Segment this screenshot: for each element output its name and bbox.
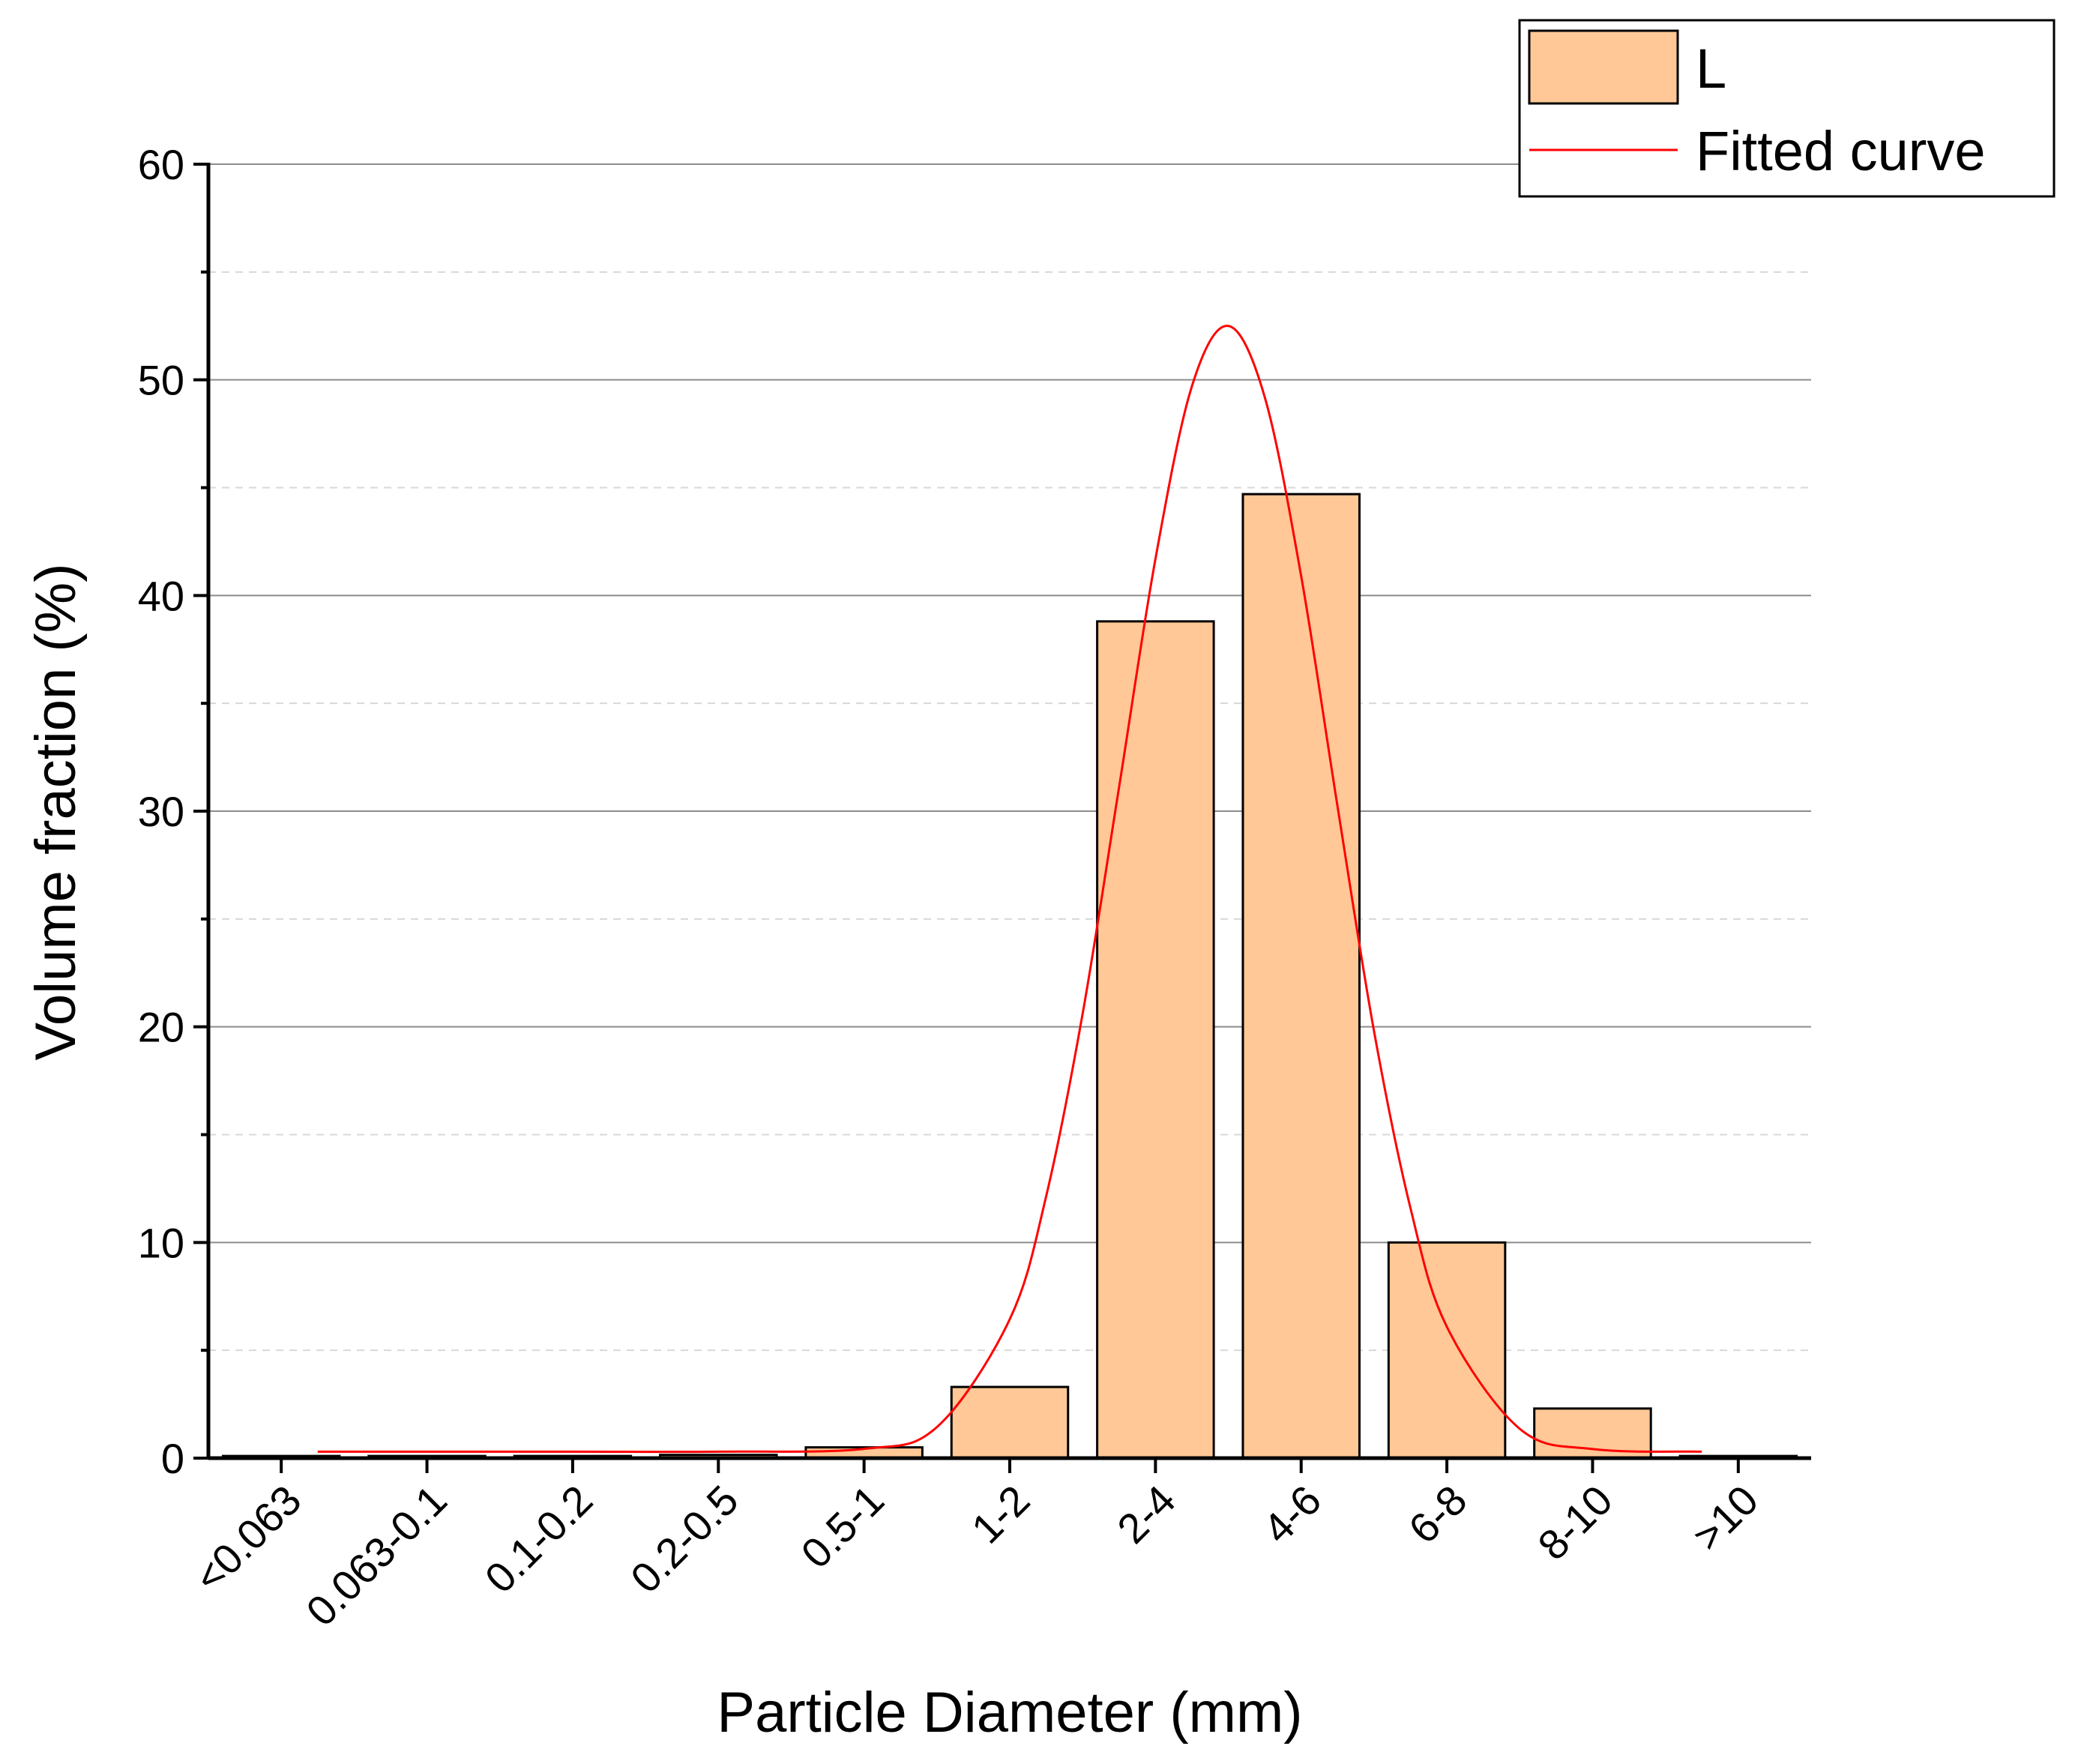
bar <box>1096 620 1215 1460</box>
bar <box>1387 1241 1507 1460</box>
x-tick-label: 0.2-0.5 <box>621 1476 747 1602</box>
x-tick-label: 6-8 <box>1400 1476 1476 1553</box>
x-tick-label: 1-2 <box>963 1476 1039 1553</box>
y-tick-label: 10 <box>138 1219 184 1266</box>
y-tick-label: 20 <box>138 1004 184 1051</box>
y-tick-label: 0 <box>161 1435 184 1482</box>
x-tick-label: 8-10 <box>1529 1476 1621 1569</box>
legend-swatch <box>1528 29 1679 105</box>
fitted-curve <box>317 325 1702 1454</box>
x-tick-label: >10 <box>1684 1476 1768 1560</box>
legend-label: Fitted curve <box>1696 120 1986 182</box>
y-tick-label: 60 <box>138 141 184 188</box>
y-tick-label: 30 <box>138 788 184 835</box>
x-tick-label: 2-4 <box>1108 1476 1184 1553</box>
bar <box>950 1385 1070 1460</box>
y-axis-title: Volume fraction (%) <box>24 563 88 1060</box>
x-tick-label: <0.063 <box>185 1476 310 1601</box>
x-tick-label: 0.063-0.1 <box>297 1476 456 1635</box>
bar <box>1241 493 1361 1460</box>
x-tick-label: 4-6 <box>1253 1476 1330 1553</box>
legend-label: L <box>1696 37 1726 100</box>
y-tick-label: 40 <box>138 572 184 619</box>
x-axis-title: Particle Diameter (mm) <box>717 1681 1302 1745</box>
x-tick-label: 0.5-1 <box>792 1476 893 1577</box>
x-tick-label: 0.1-0.2 <box>476 1476 602 1602</box>
y-tick-label: 50 <box>138 357 184 404</box>
